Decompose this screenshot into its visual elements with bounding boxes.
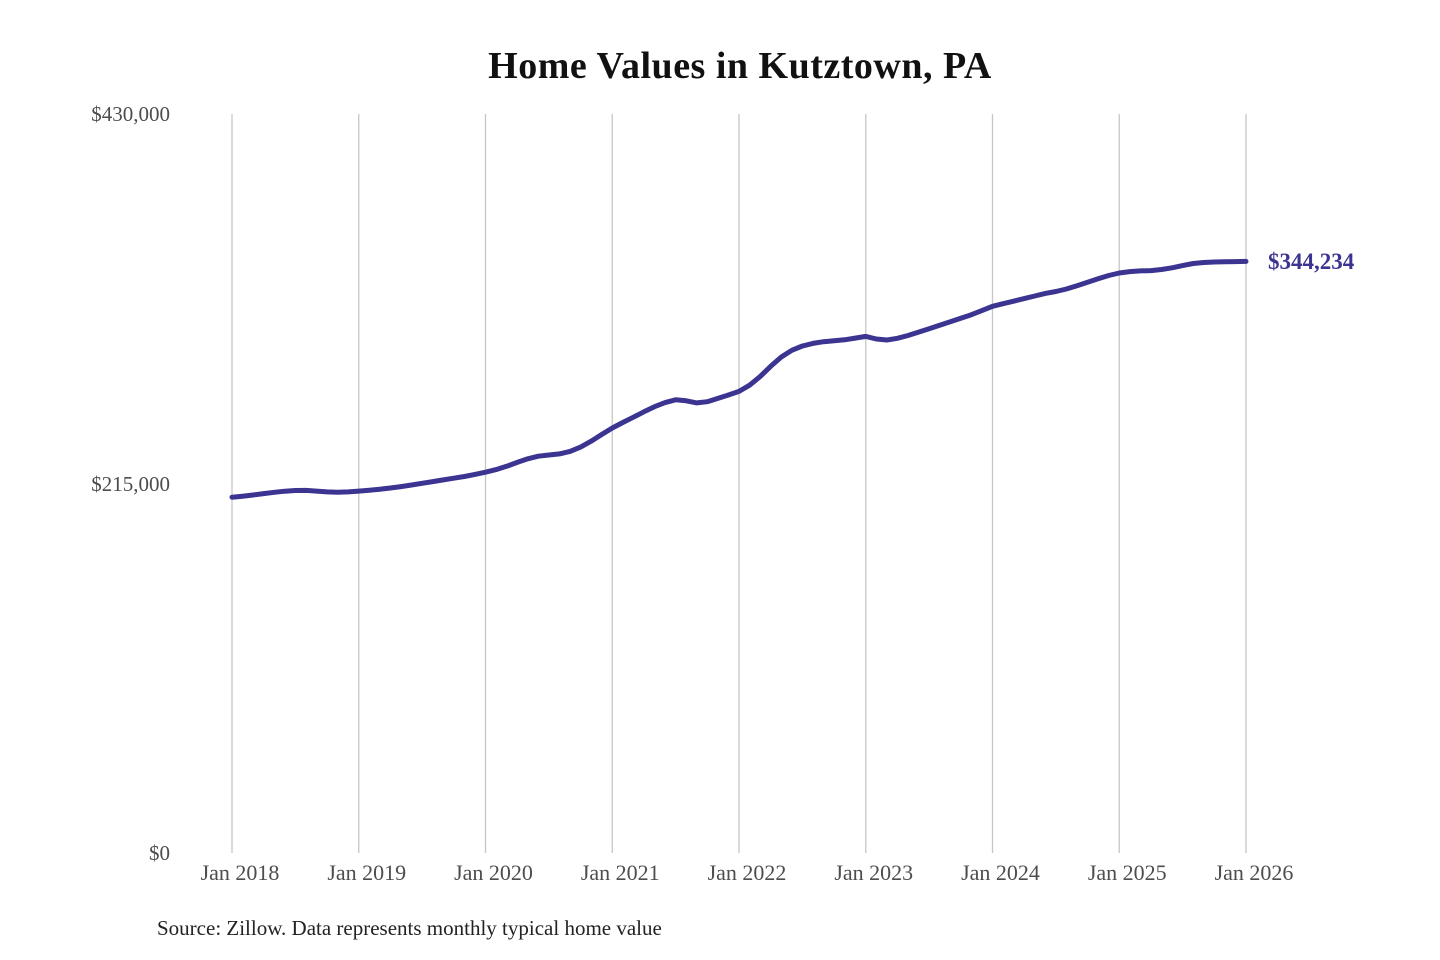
x-tick-label: Jan 2019 xyxy=(327,860,407,885)
y-tick-label: $215,000 xyxy=(91,471,170,496)
x-tick-label: Jan 2025 xyxy=(1087,860,1167,885)
x-tick-label: Jan 2022 xyxy=(707,860,787,885)
x-tick-label: Jan 2018 xyxy=(200,860,280,885)
y-tick-label: $0 xyxy=(149,841,170,865)
gridlines xyxy=(231,114,1247,853)
x-tick-label: Jan 2026 xyxy=(1214,860,1294,885)
x-tick-label: Jan 2020 xyxy=(454,860,533,885)
y-tick-label: $430,000 xyxy=(91,102,170,126)
end-value-label: $344,234 xyxy=(1268,249,1355,275)
x-tick-label: Jan 2021 xyxy=(580,860,660,885)
chart-title: Home Values in Kutztown, PA xyxy=(488,45,992,87)
x-tick-label: Jan 2023 xyxy=(834,860,914,885)
x-tick-label: Jan 2024 xyxy=(961,860,1040,885)
source-note: Source: Zillow. Data represents monthly … xyxy=(157,916,662,940)
home-value-line xyxy=(229,258,1249,500)
